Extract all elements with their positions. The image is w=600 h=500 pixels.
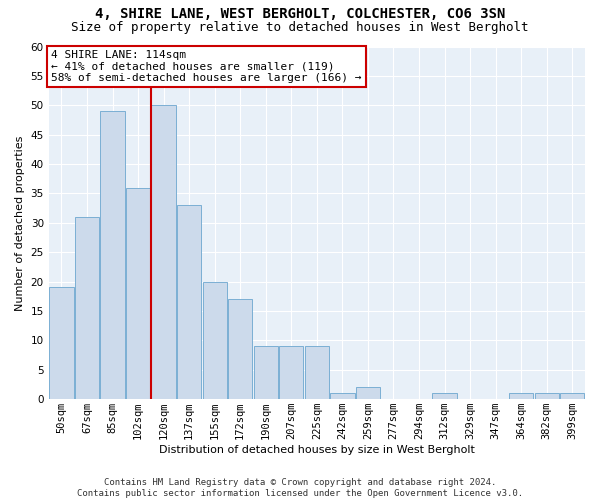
Text: 4 SHIRE LANE: 114sqm
← 41% of detached houses are smaller (119)
58% of semi-deta: 4 SHIRE LANE: 114sqm ← 41% of detached h… [52, 50, 362, 83]
Bar [330, 394, 355, 399]
X-axis label: Distribution of detached houses by size in West Bergholt: Distribution of detached houses by size … [159, 445, 475, 455]
Bar [254, 346, 278, 399]
Bar [535, 394, 559, 399]
Bar [177, 205, 201, 399]
Text: Size of property relative to detached houses in West Bergholt: Size of property relative to detached ho… [71, 21, 529, 34]
Y-axis label: Number of detached properties: Number of detached properties [15, 135, 25, 310]
Bar [100, 111, 125, 399]
Text: Contains HM Land Registry data © Crown copyright and database right 2024.
Contai: Contains HM Land Registry data © Crown c… [77, 478, 523, 498]
Bar [49, 288, 74, 399]
Bar [228, 299, 253, 399]
Bar [305, 346, 329, 399]
Bar [509, 394, 533, 399]
Bar [356, 388, 380, 399]
Bar [203, 282, 227, 399]
Bar [279, 346, 304, 399]
Bar [433, 394, 457, 399]
Bar [151, 106, 176, 399]
Bar [126, 188, 150, 399]
Text: 4, SHIRE LANE, WEST BERGHOLT, COLCHESTER, CO6 3SN: 4, SHIRE LANE, WEST BERGHOLT, COLCHESTER… [95, 8, 505, 22]
Bar [560, 394, 584, 399]
Bar [75, 217, 99, 399]
